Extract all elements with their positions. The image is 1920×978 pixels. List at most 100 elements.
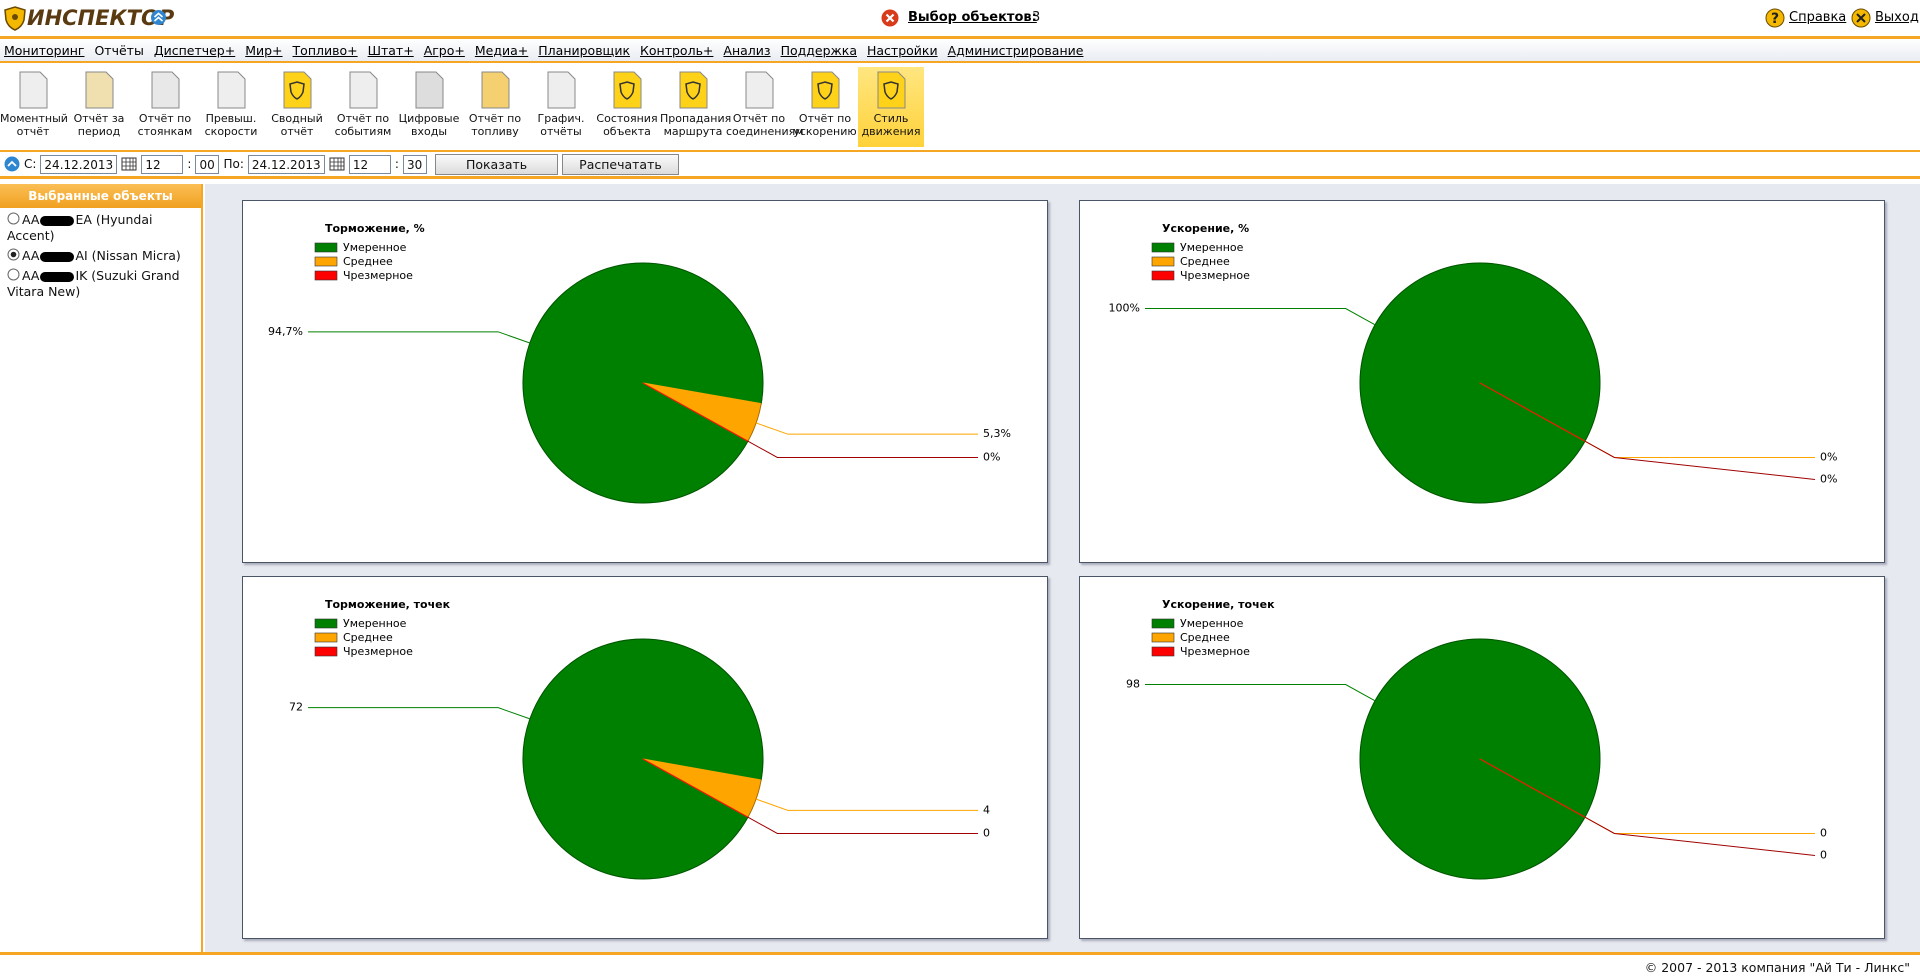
toolbar-label: Отчёт за [73, 112, 125, 125]
data-label: 94,7% [268, 325, 303, 338]
exit-icon[interactable] [1851, 8, 1871, 28]
object-name: AI (Nissan Micra) [75, 248, 181, 263]
toolbar-button[interactable]: Стиль движения [858, 67, 924, 147]
toolbar-button[interactable]: Моментный отчёт [0, 67, 68, 147]
from-minute[interactable]: 00 [195, 154, 220, 174]
to-hour[interactable]: 12 [348, 154, 391, 174]
help-icon[interactable]: ? [1765, 8, 1785, 28]
to-date[interactable]: 24.12.2013 [247, 154, 325, 174]
menu-item[interactable]: Поддержка [780, 42, 857, 58]
menu-item[interactable]: Администрирование [947, 42, 1084, 58]
toolbar-button[interactable]: Отчёт по топливу [462, 67, 528, 147]
toolbar-button[interactable]: Сводный отчёт [264, 67, 330, 147]
toolbar-label: Отчёт по [138, 112, 192, 125]
legend-label: Чрезмерное [343, 645, 413, 658]
data-label: 0% [1820, 450, 1837, 463]
from-hour[interactable]: 12 [141, 154, 184, 174]
pie-slice [642, 758, 749, 818]
legend-label: Умеренное [1180, 241, 1244, 254]
toolbar-button[interactable]: Отчёт по соединениям [726, 67, 804, 147]
toolbar-button[interactable]: Отчёт за период [66, 67, 132, 147]
icon-shape [877, 71, 906, 109]
footer: © 2007 - 2013 компания "Ай Ти - Линкс" [0, 952, 1920, 978]
icon-shape [415, 71, 444, 109]
toolbar-icon [811, 71, 840, 109]
redacted [40, 271, 75, 282]
logo: ИНСПЕКТОР [27, 6, 175, 30]
menu-item[interactable]: Штат+ [367, 42, 414, 58]
leader-line [1584, 440, 1815, 458]
chart-title: Ускорение, % [1162, 222, 1249, 235]
chart-title: Торможение, точек [325, 598, 451, 611]
to-minute[interactable]: 30 [402, 154, 427, 174]
menu-item[interactable]: Настройки [867, 42, 938, 58]
legend-label: Среднее [1180, 631, 1230, 644]
from-label: С: [24, 157, 37, 171]
from-date[interactable]: 24.12.2013 [40, 154, 118, 174]
menu-item[interactable]: Диспетчер+ [153, 42, 236, 58]
charts-area: Торможение, % Умеренное Среднее Чрезмерное 9… [205, 184, 1920, 952]
print-button[interactable]: Распечатать [562, 153, 679, 175]
icon-shield [685, 81, 701, 100]
icon-shield [883, 81, 899, 100]
toolbar-button[interactable]: Отчёт по ускорению [792, 67, 858, 147]
to-label: По: [223, 157, 244, 171]
menu-item[interactable]: Планировщик [538, 42, 631, 58]
toolbar-button[interactable]: Цифровые входы [396, 67, 462, 147]
show-button[interactable]: Показать [434, 153, 559, 175]
clear-selection-icon[interactable] [881, 9, 899, 27]
toolbar-button[interactable]: Отчёт по стоянкам [132, 67, 198, 147]
toolbar-label: Отчёт по [468, 112, 522, 125]
menu-item[interactable]: Отчёты [94, 42, 144, 58]
menu-item[interactable]: Мониторинг [4, 42, 85, 58]
object-item[interactable]: AA IK (Suzuki Grand Vitara New) [0, 264, 201, 300]
collapse-icon[interactable] [4, 156, 20, 172]
toolbar-label: ускорению [793, 125, 857, 138]
toolbar-button[interactable]: Отчёт по событиям [330, 67, 396, 147]
data-label: 0% [983, 450, 1000, 463]
legend-label: Среднее [343, 631, 393, 644]
legend-label: Чрезмерное [1180, 269, 1250, 282]
legend-label: Среднее [343, 255, 393, 268]
legend-swatch [314, 256, 338, 267]
object-item[interactable]: AA EA (Hyundai Accent) [0, 208, 201, 244]
menu-item[interactable]: Контроль+ [640, 42, 714, 58]
logo-toggle[interactable] [150, 9, 167, 26]
toolbar-label: событиям [334, 125, 392, 138]
toolbar-button[interactable]: Состояния объекта [594, 67, 660, 147]
chart-title: Ускорение, точек [1162, 598, 1275, 611]
object-item[interactable]: AA AI (Nissan Micra) [0, 244, 201, 264]
svg-text:?: ? [1771, 11, 1779, 27]
menu-item[interactable]: Медиа+ [474, 42, 529, 58]
help-link[interactable]: Справка [1789, 10, 1847, 25]
leader-line [755, 422, 978, 435]
chart-panel: Ускорение, % Умеренное Среднее Чрезмерное 10… [1079, 200, 1885, 563]
menu-item[interactable]: Мир+ [245, 42, 283, 58]
toolbar-button[interactable]: Превыш. скорости [198, 67, 264, 147]
exit-link[interactable]: Выход [1875, 10, 1919, 25]
menu-item[interactable]: Топливо+ [292, 42, 358, 58]
toolbar-button[interactable]: Пропадания маршрута [660, 67, 731, 147]
menu-item[interactable]: Агро+ [423, 42, 465, 58]
sidebar: Выбранные объекты AA EA (Hyundai Accent) A… [0, 184, 203, 952]
pie-slice [1479, 758, 1586, 818]
calendar-icon[interactable] [329, 157, 345, 171]
legend-swatch [1151, 270, 1175, 281]
toolbar-icon [547, 71, 576, 109]
pie-outline [1359, 262, 1601, 504]
toolbar-label: отчёт [280, 125, 314, 138]
redacted [40, 215, 75, 226]
toolbar-icon [85, 71, 114, 109]
calendar-icon[interactable] [121, 157, 137, 171]
icon-shield [817, 81, 833, 100]
toolbar-icon [877, 71, 906, 109]
toolbar-button[interactable]: Графич. отчёты [528, 67, 594, 147]
icon-shape [745, 71, 774, 109]
toolbar-label: Отчёт по [798, 112, 852, 125]
selection-link[interactable]: Выбор объектов: [908, 10, 1037, 25]
menu-item[interactable]: Анализ [723, 42, 771, 58]
toolbar-icon [745, 71, 774, 109]
legend-label: Чрезмерное [1180, 645, 1250, 658]
toolbar-icon [283, 71, 312, 109]
